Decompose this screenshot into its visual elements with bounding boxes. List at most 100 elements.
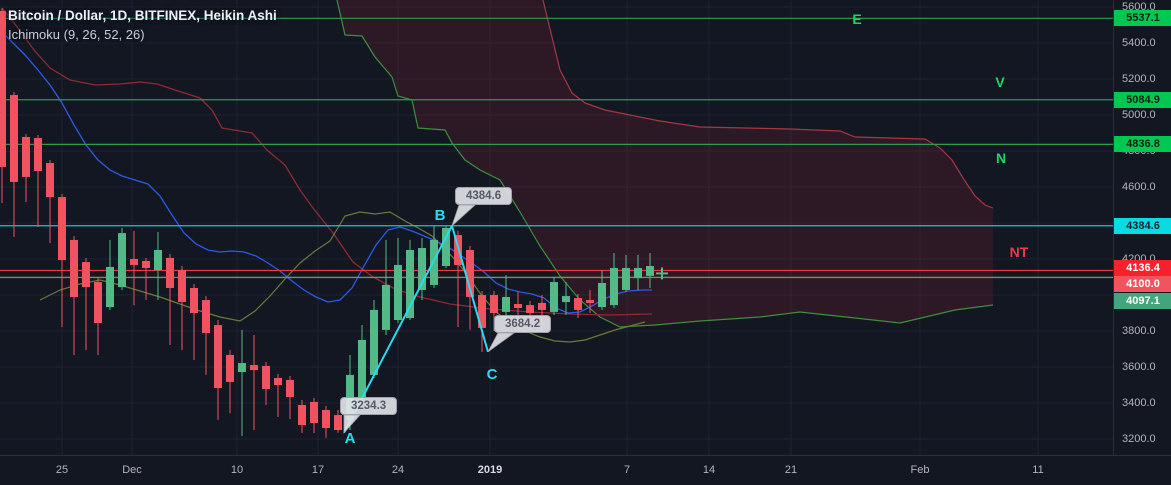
- candle-body: [46, 163, 54, 198]
- price-axis-tick: 5400.0: [1122, 37, 1156, 49]
- candle-body: [130, 259, 138, 265]
- price-tag[interactable]: 3234.3: [340, 397, 398, 415]
- candle-body: [646, 266, 654, 276]
- candle-body: [250, 365, 258, 371]
- candle-body: [382, 284, 390, 330]
- candle-body: [262, 365, 270, 389]
- candle-body: [358, 340, 366, 398]
- price-tag-tail: [451, 204, 477, 228]
- candle-body: [214, 325, 222, 389]
- candle-body: [610, 268, 618, 306]
- tenkan-line: [0, 29, 652, 314]
- candle-body: [622, 268, 630, 290]
- candle-body: [82, 262, 90, 288]
- price-axis[interactable]: 5600.05400.05200.05000.04800.04600.04200…: [1113, 0, 1171, 455]
- kijun-line: [1, 7, 653, 316]
- time-axis[interactable]: 25 Dec 10 17 24 2019 7 14 21 Feb 11: [0, 455, 1171, 485]
- zigzag-point-label[interactable]: A: [345, 430, 356, 447]
- wave-letter-label[interactable]: E: [852, 11, 861, 27]
- lagging-span-line: [39, 211, 646, 343]
- chart-pane[interactable]: A B C E V N NT: [0, 0, 1113, 455]
- candle-body: [274, 377, 282, 386]
- candle-body: [634, 268, 642, 279]
- price-axis-label: 5537.1: [1114, 10, 1171, 26]
- price-axis-tick: 5000.0: [1122, 109, 1156, 121]
- time-axis-tick: 7: [623, 464, 631, 476]
- price-axis-tick: 4600.0: [1122, 181, 1156, 193]
- candle-body: [286, 379, 294, 398]
- candle-body: [118, 233, 126, 288]
- senkou-a-line: [542, 0, 994, 209]
- time-axis-tick: 2019: [477, 464, 503, 476]
- time-axis-tick: 25: [55, 464, 69, 476]
- candle-body: [478, 295, 486, 328]
- candle-body: [22, 136, 30, 177]
- price-axis-tick: 3800.0: [1122, 325, 1156, 337]
- candle-body: [490, 295, 498, 314]
- zigzag-point-label[interactable]: C: [487, 366, 498, 383]
- price-axis-label: 4136.4: [1114, 260, 1171, 276]
- time-axis-tick: 21: [784, 464, 798, 476]
- candle-body: [322, 410, 330, 429]
- candle-body: [142, 260, 150, 269]
- candle-body: [94, 282, 102, 324]
- time-axis-tick: Feb: [910, 464, 930, 476]
- candle-body: [586, 300, 594, 303]
- candle-body: [526, 305, 534, 314]
- candle-body: [466, 250, 474, 297]
- candle-body: [562, 296, 570, 303]
- wave-letter-label[interactable]: N: [996, 150, 1006, 166]
- candle-body: [370, 309, 378, 375]
- price-axis-tick: 3400.0: [1122, 397, 1156, 409]
- candle-body: [298, 404, 306, 425]
- price-tag-tail: [487, 332, 516, 353]
- candle-body: [394, 264, 402, 321]
- candle-body: [334, 415, 342, 431]
- candle-body: [106, 266, 114, 308]
- price-axis-label: 4384.6: [1114, 218, 1171, 234]
- ichimoku-cloud: [337, 0, 993, 327]
- price-axis-label: 4100.0: [1114, 276, 1171, 292]
- candle-body: [550, 282, 558, 312]
- wave-letter-label[interactable]: V: [995, 74, 1005, 90]
- candle-body: [406, 250, 414, 319]
- price-axis-label: 5084.9: [1114, 92, 1171, 108]
- price-tag[interactable]: 4384.6: [455, 187, 513, 205]
- candle-body: [238, 363, 246, 373]
- candle-body: [58, 197, 66, 261]
- candle-body: [10, 95, 18, 182]
- candle-body: [154, 250, 162, 270]
- price-axis-tick: 3600.0: [1122, 361, 1156, 373]
- candle-body: [34, 138, 42, 171]
- candle-body: [418, 248, 426, 290]
- price-axis-label: 4836.8: [1114, 136, 1171, 152]
- candle-body: [166, 257, 174, 288]
- candle-body: [310, 401, 318, 423]
- price-axis-tick: 5200.0: [1122, 73, 1156, 85]
- candle-body: [502, 296, 510, 312]
- candle-body: [574, 298, 582, 310]
- zigzag-point-label[interactable]: B: [435, 207, 446, 224]
- price-tag-tail: [343, 414, 361, 434]
- candle-body: [178, 269, 186, 303]
- candle-body: [70, 239, 78, 297]
- candle-body: [514, 304, 522, 308]
- candle-body: [598, 282, 606, 308]
- candle-body: [226, 354, 234, 382]
- candle-body: [202, 300, 210, 333]
- wave-letter-label[interactable]: NT: [1010, 244, 1029, 260]
- price-axis-label: 4097.1: [1114, 293, 1171, 309]
- candle-body: [442, 228, 450, 267]
- time-axis-tick: Dec: [122, 464, 142, 476]
- candle-body: [190, 287, 198, 314]
- time-axis-tick: 10: [230, 464, 244, 476]
- price-tag[interactable]: 3684.2: [494, 315, 552, 333]
- time-axis-tick: 24: [391, 464, 405, 476]
- senkou-b-line: [336, 0, 994, 328]
- time-axis-tick: 11: [1032, 464, 1044, 476]
- candle-body: [0, 10, 6, 168]
- candle-body: [538, 302, 546, 310]
- time-axis-tick: 17: [311, 464, 325, 476]
- time-axis-tick: 14: [702, 464, 716, 476]
